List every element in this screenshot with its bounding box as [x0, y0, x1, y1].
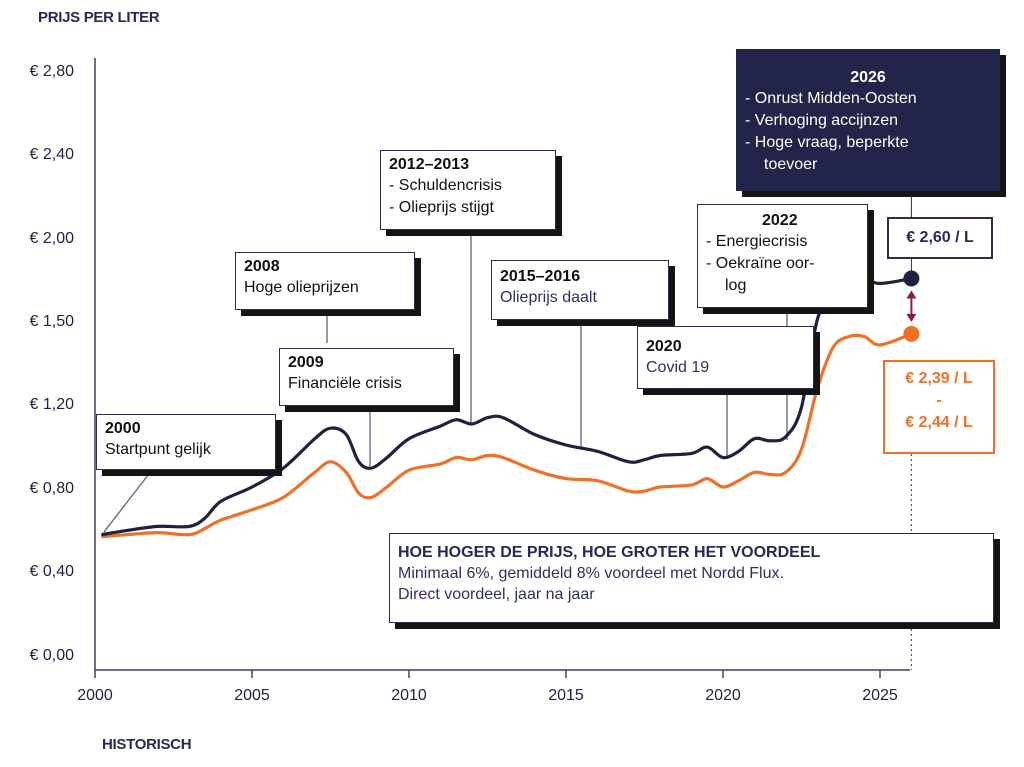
annotation-2022: 2022 - Energiecrisis - Oekraïne oor- log	[697, 204, 868, 308]
annotation-2008-year: 2008	[244, 258, 280, 275]
annotation-2022-line-2: - Oekraïne oor-	[706, 255, 815, 272]
orange-end-point	[903, 325, 920, 342]
annotation-connector	[103, 469, 153, 533]
y-tick-label: € 2,80	[30, 63, 75, 80]
y-tick-label: € 2,40	[30, 146, 75, 163]
annotation-2012-2013-year: 2012–2013	[389, 156, 470, 173]
x-axis-title: HISTORISCH	[102, 736, 192, 753]
annotation-2020-line-1: Covid 19	[646, 359, 710, 376]
x-tick-label: 2010	[391, 687, 427, 704]
benefit-line-1: Minimaal 6%, gemiddeld 8% voordeel met N…	[398, 565, 784, 582]
annotation-2012-2013-line-1: - Schuldencrisis	[389, 177, 502, 194]
y-axis-title: PRIJS PER LITER	[38, 9, 160, 26]
y-tick-label: € 1,20	[30, 396, 75, 413]
x-tick-label: 2015	[548, 687, 584, 704]
annotation-2026-year: 2026	[850, 69, 886, 86]
price-label-orange-top: € 2,39 / L	[905, 370, 973, 387]
annotation-2022-line-3: log	[725, 277, 747, 294]
annotation-2022-year: 2022	[762, 212, 798, 229]
y-tick-label: € 0,00	[30, 647, 75, 664]
annotation-2022-line-1: - Energiecrisis	[706, 233, 808, 250]
annotation-2012-2013-line-2: - Olieprijs stijgt	[389, 199, 494, 216]
y-tick-label: € 0,40	[30, 563, 75, 580]
x-tick-label: 2025	[862, 687, 898, 704]
navy-price-line	[101, 274, 912, 537]
annotation-2000-line-1: Startpunt gelijk	[105, 441, 211, 458]
annotation-2020-year: 2020	[646, 338, 682, 355]
price-label-navy: € 2,60 / L	[887, 217, 993, 259]
price-label-orange: € 2,39 / L - € 2,44 / L	[883, 360, 995, 454]
y-tick-label: € 1,50	[30, 313, 75, 330]
annotation-2020: 2020 Covid 19	[637, 326, 814, 389]
annotation-2026-line-4: toevoer	[764, 156, 818, 173]
y-tick-label: € 0,80	[30, 480, 75, 497]
annotation-2009-year: 2009	[288, 354, 324, 371]
annotation-2000-year: 2000	[105, 420, 141, 437]
annotation-2015-2016-year: 2015–2016	[500, 268, 581, 285]
annotation-2009-line-1: Financiële crisis	[288, 375, 402, 392]
difference-arrow-head-up	[906, 290, 917, 299]
annotation-2015-2016: 2015–2016 Olieprijs daalt	[491, 260, 669, 320]
annotation-2008-line-1: Hoge olieprijzen	[244, 279, 359, 296]
price-label-orange-mid: -	[936, 392, 942, 409]
benefit-title: HOE HOGER DE PRIJS, HOE GROTER HET VOORD…	[398, 544, 821, 561]
annotation-2008: 2008 Hoge olieprijzen	[235, 252, 415, 310]
x-tick-label: 2020	[705, 687, 741, 704]
price-label-orange-bottom: € 2,44 / L	[905, 414, 973, 431]
annotation-2026-line-2: - Verhoging accijnzen	[745, 112, 898, 129]
benefit-callout: HOE HOGER DE PRIJS, HOE GROTER HET VOORD…	[389, 533, 994, 623]
x-tick-label: 2000	[77, 687, 113, 704]
x-tick-label: 2005	[234, 687, 270, 704]
annotation-2026-line-1: - Onrust Midden-Oosten	[745, 90, 917, 107]
annotation-2000: 2000 Startpunt gelijk	[96, 414, 276, 470]
annotation-2009: 2009 Financiële crisis	[279, 348, 454, 406]
difference-arrow-head-down	[906, 313, 917, 322]
annotation-2012-2013: 2012–2013 - Schuldencrisis - Olieprijs s…	[380, 150, 556, 230]
y-tick-label: € 2,00	[30, 230, 75, 247]
annotation-2026-line-3: - Hoge vraag, beperkte	[745, 134, 909, 151]
annotation-2015-2016-line-1: Olieprijs daalt	[500, 289, 597, 306]
annotation-2026: 2026 - Onrust Midden-Oosten - Verhoging …	[736, 49, 1000, 191]
orange-price-line	[101, 332, 912, 539]
benefit-line-2: Direct voordeel, jaar na jaar	[398, 586, 595, 603]
navy-end-point	[903, 270, 920, 287]
